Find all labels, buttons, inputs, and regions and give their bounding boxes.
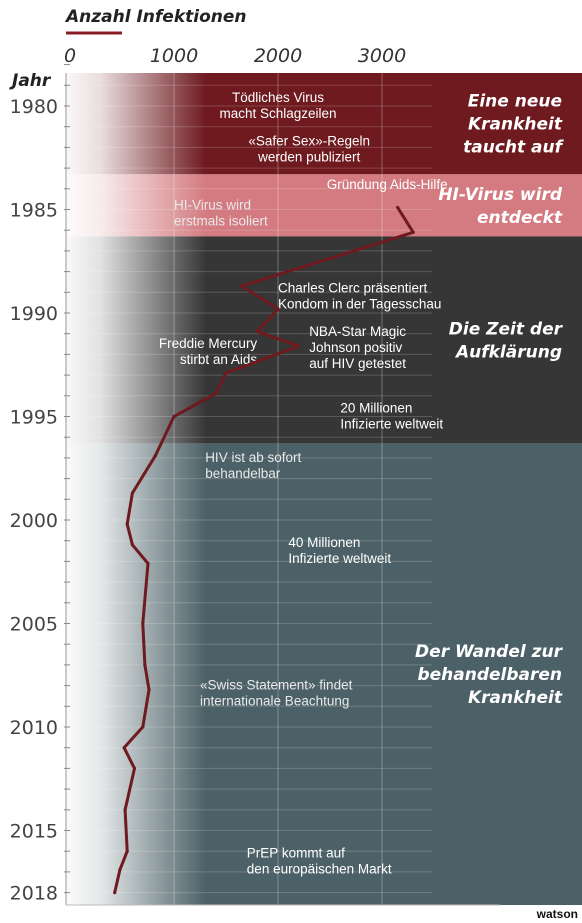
event-annotations: Tödliches Virus macht Schlagzeilen «Safer …	[159, 90, 448, 877]
event-annotation: 40 Millionen Infizierte weltweit	[288, 535, 391, 566]
series-point	[146, 561, 150, 566]
y-tick-label: 2018	[10, 883, 58, 905]
series-point	[113, 891, 117, 895]
series-point	[125, 522, 129, 526]
y-tick-label: 1990	[10, 303, 58, 325]
watson-logo: watson	[536, 907, 578, 921]
x-tick-label: 2000	[254, 45, 302, 67]
series-point	[147, 688, 151, 692]
event-annotation: Tödliches Virus macht Schlagzeilen	[219, 90, 336, 121]
y-tick-label: 1980	[10, 96, 58, 118]
x-tick-labels: 0 1000 2000 3000	[64, 45, 406, 67]
series-point	[396, 205, 400, 210]
x-axis-title: Anzahl Infektionen	[64, 7, 247, 27]
event-annotation: HI-Virus wird erstmals isoliert	[174, 198, 268, 229]
left-fade-overlay	[66, 73, 206, 910]
y-axis-title: Jahr	[9, 71, 52, 91]
series-point	[224, 371, 228, 375]
event-annotation: «Safer Sex»-Regeln werden publiziert	[248, 133, 370, 164]
grid	[64, 64, 432, 905]
series-point	[141, 621, 145, 626]
y-tick-label: 1985	[10, 200, 58, 222]
series-point	[255, 330, 259, 334]
event-annotation: HIV ist ab sofort behandelbar	[205, 450, 301, 481]
x-tick-label: 1000	[150, 45, 198, 67]
y-tick-label: 2015	[10, 821, 58, 843]
y-tick-label: 2010	[10, 717, 58, 739]
series-point	[122, 746, 126, 750]
series-point	[130, 543, 134, 547]
era-label-1: HI-Virus wird entdeckt	[438, 185, 563, 228]
y-tick-label: 2005	[10, 614, 58, 636]
series-point	[276, 307, 280, 311]
era-label-3: Der Wandel zur behandelbaren Krankheit	[415, 642, 564, 708]
series-points	[113, 205, 415, 895]
series-point	[172, 414, 176, 419]
y-tick-labels: 1980 1985 1990 1995 2000 2005 2010 2015 2018	[10, 96, 58, 905]
era-labels: Eine neue Krankheit taucht auf HI-Virus wir…	[415, 92, 565, 709]
event-annotation: «Swiss Statement» findet internationale B…	[200, 678, 353, 709]
infections-line	[113, 205, 415, 895]
event-annotation: PrEP kommt auf den europäischen Markt	[247, 845, 392, 876]
series-point	[125, 849, 129, 853]
event-annotation: 20 Millionen Infizierte weltweit	[340, 400, 443, 431]
event-annotation: Charles Clerc präsentiert Kondom in der T…	[278, 280, 441, 311]
series-point	[143, 663, 147, 667]
y-tick-label: 2000	[10, 510, 58, 532]
event-annotation: NBA-Star Magic Johnson positiv auf HIV get…	[309, 324, 406, 371]
x-axis-header: Anzahl Infektionen 0 1000 2000 3000	[64, 7, 406, 67]
event-annotation: Gründung Aids-Hilfe	[327, 177, 448, 192]
series-point	[141, 725, 145, 729]
series-point	[130, 491, 134, 495]
series-point	[123, 808, 127, 812]
series-point	[153, 454, 157, 458]
series-point	[411, 230, 415, 234]
series-point	[132, 766, 137, 771]
series-point	[297, 344, 301, 348]
x-tick-label: 0	[64, 45, 76, 67]
y-tick-label: 1995	[10, 407, 58, 429]
series-point	[118, 868, 122, 872]
series-point	[214, 392, 218, 396]
x-tick-label: 3000	[358, 45, 406, 67]
event-annotation: Freddie Mercury stirbt an Aids	[159, 336, 258, 367]
era-label-2: Die Zeit der Aufklärung	[449, 319, 564, 362]
series-point	[240, 284, 244, 288]
era-label-0: Eine neue Krankheit taucht auf	[463, 92, 564, 158]
